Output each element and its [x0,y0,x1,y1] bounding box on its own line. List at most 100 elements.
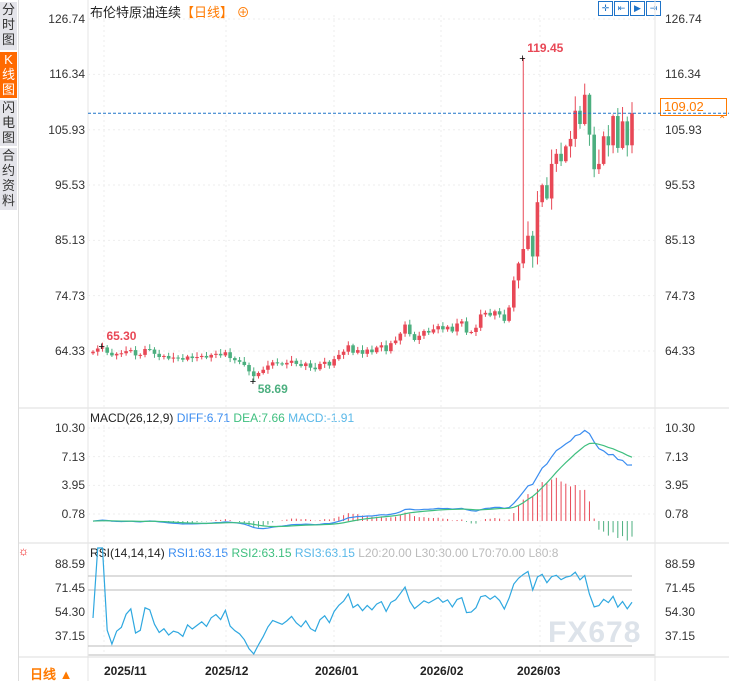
candle-body [540,185,544,203]
dea-line [92,442,633,528]
rsi-axis-label: 37.15 [54,629,85,643]
candle-body [611,116,615,146]
price-axis-label: 126.74 [48,12,85,26]
candle-body [535,202,540,257]
candle-body [105,347,109,353]
candle-body [162,355,166,358]
period-selector[interactable]: 日线 ▲ [30,667,73,682]
candle-body [100,347,105,349]
candle-body [530,235,535,257]
candle-body [630,113,634,146]
plus-circle-icon[interactable]: ⊕ [236,5,250,20]
candle-body [459,321,464,324]
candle-body [606,136,611,146]
candle-body [341,351,346,355]
tab-intraday[interactable]: 分时图 [0,2,17,50]
price-axis-label: 126.74 [665,12,702,26]
current-price-label: 109.02 [660,98,727,116]
candle-body [417,335,422,340]
candle-body [185,356,190,360]
candle-body [616,116,620,148]
candle-body [280,363,284,365]
candle-body [554,153,559,164]
candle-body [110,352,114,356]
settings-sun-icon[interactable]: ☼ [18,544,29,558]
high-price-annotation: 119.45 [527,41,563,55]
candle-body [601,136,606,164]
candle-body [318,363,322,370]
candle-body [199,355,204,358]
crosshair-icon[interactable]: ✛ [598,1,613,16]
candle-body [228,352,232,359]
candle-body [398,333,403,341]
chevron-up-icon[interactable]: ⌃ [718,115,727,126]
candle-body [441,326,445,330]
candle-body [270,362,275,366]
play-icon[interactable]: ▶ [630,1,645,16]
candle-body [568,138,573,147]
rsi-legend: RSI(14,14,14) RSI1:63.15 RSI2:63.15 RSI3… [90,546,559,560]
marker-plus: + [519,53,525,65]
macd-axis-label: 3.95 [665,478,689,493]
tab-kline[interactable]: K线图 [0,52,17,98]
candle-body [133,350,138,356]
candle-body [497,311,502,315]
price-axis-label: 105.93 [665,122,702,137]
candle-body [545,185,549,199]
candle-body [289,360,294,363]
candle-body [374,347,379,353]
macd-axis-label: 10.30 [54,421,85,435]
candle-body [218,353,223,356]
time-label: 2025/11 [104,664,147,678]
candle-body [119,353,124,355]
candle-body [214,353,218,355]
candle-body [445,326,450,330]
candle-body [389,343,393,352]
macd-axis-label: 7.13 [61,449,85,464]
candle-body [355,350,360,353]
candle-body [204,355,209,358]
candle-body [360,350,365,354]
candle-body [370,349,374,353]
rsi-axis-label: 54.30 [665,604,696,619]
candle-body [431,329,436,333]
rsi-axis-label: 71.45 [54,580,85,595]
candle-body [384,345,388,352]
price-axis-label: 85.13 [665,233,696,248]
candle-body [147,349,152,351]
candle-body [474,327,478,333]
candle-body [237,360,242,362]
candle-body [469,332,474,334]
zoom-range-icon[interactable]: ⇤ [614,1,629,16]
candle-body [195,357,199,359]
candle-body [436,326,440,330]
tab-flash[interactable]: 闪电图 [0,100,17,146]
macd-axis-label: 0.78 [61,507,85,521]
time-label: 2026/03 [517,664,561,678]
move-right-icon[interactable]: ⇥ [646,1,661,16]
candle-body [564,146,568,162]
time-label: 2026/01 [315,664,359,678]
candle-body [464,321,469,333]
tab-contract-info[interactable]: 合约资料 [0,148,17,210]
price-axis-label: 74.73 [54,288,85,303]
candle-body [478,314,483,328]
candle-body [573,110,578,139]
candle-body [95,348,100,352]
candle-body [233,358,237,361]
candle-body [351,345,355,353]
candle-body [138,354,143,356]
candle-body [114,353,119,356]
candle-body [251,371,256,377]
timeframe-label[interactable]: 【日线】 [181,5,234,20]
price-axis-label: 95.53 [54,178,85,193]
price-axis-label: 95.53 [665,178,696,193]
start-price-annotation: 65.30 [106,329,136,343]
candle-body [407,324,412,335]
rsi-axis-label: 88.59 [665,557,696,571]
candle-body [299,363,303,367]
candle-body [483,312,488,315]
candle-body [597,163,601,170]
candle-body [294,360,299,364]
